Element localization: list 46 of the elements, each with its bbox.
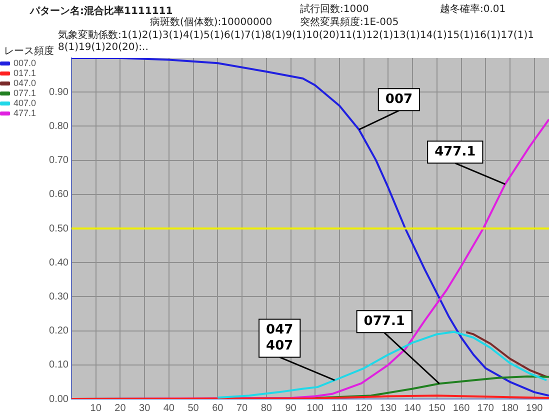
- x-tick-label: 130: [380, 402, 397, 414]
- text: 突然変異頻度:1E-005: [300, 17, 400, 29]
- x-tick-label: 140: [404, 402, 422, 414]
- x-tick-label: 80: [260, 402, 272, 414]
- legend-label: 017.1: [14, 68, 36, 78]
- x-tick-label: 30: [139, 402, 151, 414]
- annotation: 077.1: [364, 314, 405, 330]
- x-tick-label: 150: [428, 402, 446, 414]
- text: 試行回数:1000: [300, 4, 369, 15]
- x-tick-label: 180: [502, 402, 519, 414]
- x-tick-label: 20: [114, 402, 126, 414]
- y-tick-label: 0.20: [49, 326, 69, 337]
- text: 病斑数(個体数):10000000: [150, 17, 272, 28]
- legend-label: 047.0: [14, 78, 36, 88]
- x-tick-label: 100: [306, 402, 324, 414]
- y-tick-label: 0.30: [49, 291, 69, 302]
- x-tick-label: 50: [188, 402, 200, 414]
- legend-label: 077.1: [14, 88, 36, 98]
- y-tick-label: 0.80: [49, 120, 69, 132]
- y-tick-label: 0.70: [49, 155, 69, 166]
- legend-label: 407.0: [14, 98, 36, 108]
- x-tick-label: 110: [332, 402, 348, 414]
- x-tick-label: 70: [236, 402, 248, 414]
- y-tick-label: 0.90: [49, 86, 69, 98]
- x-tick-label: 40: [163, 402, 175, 414]
- x-tick-label: 160: [452, 402, 470, 414]
- y-axis-title: レース頻度: [4, 44, 54, 58]
- chart-title: パターン名:混合比率1111111: [30, 4, 173, 17]
- y-tick-label: 0.50: [49, 223, 69, 234]
- legend-label: 477.1: [14, 108, 36, 118]
- x-tick-label: 190: [526, 402, 544, 414]
- y-tick-label: 0.00: [49, 394, 69, 405]
- annotation: 007: [385, 92, 413, 107]
- y-tick-label: 0.10: [49, 360, 69, 371]
- annotation: 477.1: [434, 144, 476, 160]
- legend-label: 007.0: [14, 58, 36, 68]
- y-tick-label: 0.60: [49, 189, 69, 200]
- x-tick-label: 170: [477, 402, 494, 414]
- x-tick-label: 60: [212, 402, 224, 414]
- text: 気象変動係数:1(1)2(1)3(1)4(1)5(1)6(1)7(1)8(1)9(1)10(20)11(1)12(1)13(1)14(1)15(1)16(1)17(1)18(1)19(1)20(20):..: [58, 30, 535, 54]
- annotation: 047 407: [266, 322, 294, 354]
- text: 越冬確率:0.01: [440, 4, 507, 16]
- y-tick-label: 0.40: [49, 257, 69, 268]
- x-tick-label: 120: [355, 402, 373, 414]
- x-tick-label: 10: [90, 402, 102, 414]
- x-tick-label: 90: [285, 402, 297, 414]
